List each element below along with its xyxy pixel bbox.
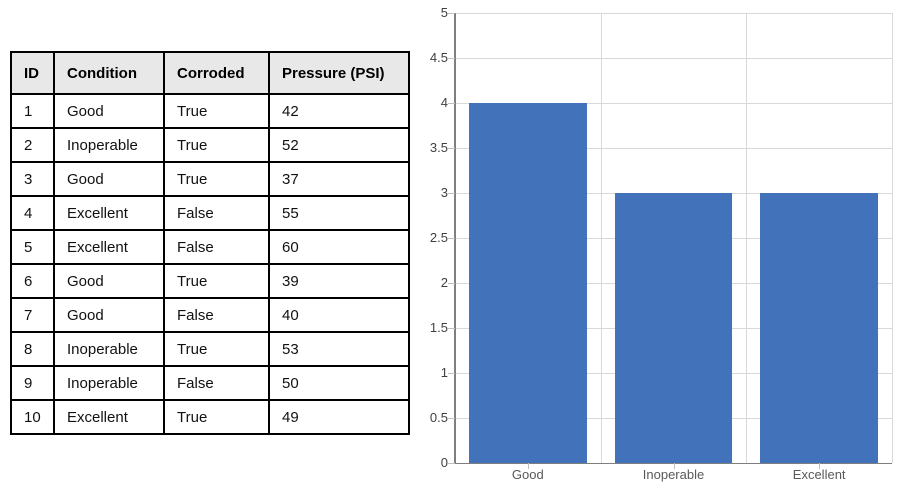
cell-corroded: True	[163, 263, 270, 299]
y-axis-tick-label: 4	[440, 95, 448, 110]
column-header-condition: Condition	[53, 51, 165, 95]
y-axis-tick	[448, 103, 455, 104]
y-axis-tick	[448, 193, 455, 194]
table-header-row: ID Condition Corroded Pressure (PSI)	[10, 51, 410, 95]
y-axis-tick-label: 4.5	[429, 50, 448, 65]
column-header-id: ID	[10, 51, 55, 95]
cell-condition: Excellent	[53, 229, 165, 265]
cell-id: 2	[10, 127, 55, 163]
chart-plot-area	[454, 13, 893, 464]
cell-condition: Excellent	[53, 195, 165, 231]
cell-id: 5	[10, 229, 55, 265]
bar-good	[468, 103, 587, 463]
x-axis-category-label: Excellent	[792, 467, 846, 482]
cell-id: 8	[10, 331, 55, 367]
cell-pressure: 50	[268, 365, 410, 401]
x-axis-tick	[819, 463, 821, 469]
table-row: 5 Excellent False 60	[10, 229, 410, 265]
cell-pressure: 37	[268, 161, 410, 197]
horizontal-gridline	[455, 13, 892, 14]
x-axis-tick	[673, 463, 675, 469]
cell-corroded: True	[163, 93, 270, 129]
cell-id: 4	[10, 195, 55, 231]
cell-condition: Good	[53, 161, 165, 197]
table-row: 2 Inoperable True 52	[10, 127, 410, 163]
y-axis-tick-label: 0.5	[429, 410, 448, 425]
cell-pressure: 52	[268, 127, 410, 163]
y-axis-tick-label: 3.5	[429, 140, 448, 155]
vertical-gridline	[600, 13, 602, 463]
y-axis-tick	[448, 373, 455, 374]
x-axis-category-label: Good	[511, 467, 544, 482]
cell-pressure: 53	[268, 331, 410, 367]
cell-condition: Excellent	[53, 399, 165, 435]
horizontal-gridline	[455, 58, 892, 59]
cell-corroded: False	[163, 365, 270, 401]
cell-condition: Good	[53, 93, 165, 129]
cell-id: 9	[10, 365, 55, 401]
cell-condition: Good	[53, 297, 165, 333]
vertical-gridline	[746, 13, 748, 463]
y-axis-tick-label: 1.5	[429, 320, 448, 335]
cell-condition: Good	[53, 263, 165, 299]
table-row: 8 Inoperable True 53	[10, 331, 410, 367]
horizontal-gridline	[455, 148, 892, 149]
y-axis-tick-label: 0	[440, 455, 448, 470]
table-row: 10 Excellent True 49	[10, 399, 410, 435]
vertical-gridline	[892, 13, 893, 463]
cell-corroded: True	[163, 161, 270, 197]
y-axis-tick	[448, 463, 455, 464]
y-axis-tick	[448, 58, 455, 59]
y-axis-tick	[448, 148, 455, 149]
cell-id: 7	[10, 297, 55, 333]
y-axis-tick	[448, 238, 455, 239]
table-row: 3 Good True 37	[10, 161, 410, 197]
cell-condition: Inoperable	[53, 365, 165, 401]
table-row: 1 Good True 42	[10, 93, 410, 129]
y-axis-tick	[448, 283, 455, 284]
y-axis-tick	[448, 418, 455, 419]
cell-id: 10	[10, 399, 55, 435]
y-axis-tick-label: 2	[440, 275, 448, 290]
condition-bar-chart: 5 4.5 4 3.5 3 2.5 2 1.5 1 0.5 0 Good Inoperable Excel…	[420, 0, 904, 487]
table-row: 9 Inoperable False 50	[10, 365, 410, 401]
cell-corroded: True	[163, 127, 270, 163]
y-axis-tick	[448, 13, 455, 14]
y-axis-tick-label: 3	[440, 185, 448, 200]
cell-pressure: 39	[268, 263, 410, 299]
y-axis-tick-label: 5	[440, 5, 448, 20]
bar-excellent	[760, 193, 879, 463]
x-axis-category-label: Inoperable	[642, 467, 705, 482]
cell-corroded: False	[163, 297, 270, 333]
horizontal-gridline	[455, 103, 892, 104]
y-axis-tick-label: 1	[440, 365, 448, 380]
x-axis-tick	[527, 463, 529, 469]
pipe-data-table: ID Condition Corroded Pressure (PSI) 1 G…	[10, 51, 410, 435]
cell-corroded: False	[163, 229, 270, 265]
cell-pressure: 49	[268, 399, 410, 435]
table-row: 7 Good False 40	[10, 297, 410, 333]
cell-corroded: True	[163, 331, 270, 367]
cell-condition: Inoperable	[53, 331, 165, 367]
column-header-pressure: Pressure (PSI)	[268, 51, 410, 95]
y-axis-tick	[448, 328, 455, 329]
column-header-corroded: Corroded	[163, 51, 270, 95]
y-axis-tick-label: 2.5	[429, 230, 448, 245]
x-axis-line	[454, 462, 892, 464]
table-row: 4 Excellent False 55	[10, 195, 410, 231]
cell-corroded: False	[163, 195, 270, 231]
cell-pressure: 40	[268, 297, 410, 333]
cell-condition: Inoperable	[53, 127, 165, 163]
table-row: 6 Good True 39	[10, 263, 410, 299]
cell-pressure: 55	[268, 195, 410, 231]
cell-id: 1	[10, 93, 55, 129]
cell-corroded: True	[163, 399, 270, 435]
cell-id: 6	[10, 263, 55, 299]
cell-id: 3	[10, 161, 55, 197]
cell-pressure: 60	[268, 229, 410, 265]
bar-inoperable	[614, 193, 733, 463]
cell-pressure: 42	[268, 93, 410, 129]
